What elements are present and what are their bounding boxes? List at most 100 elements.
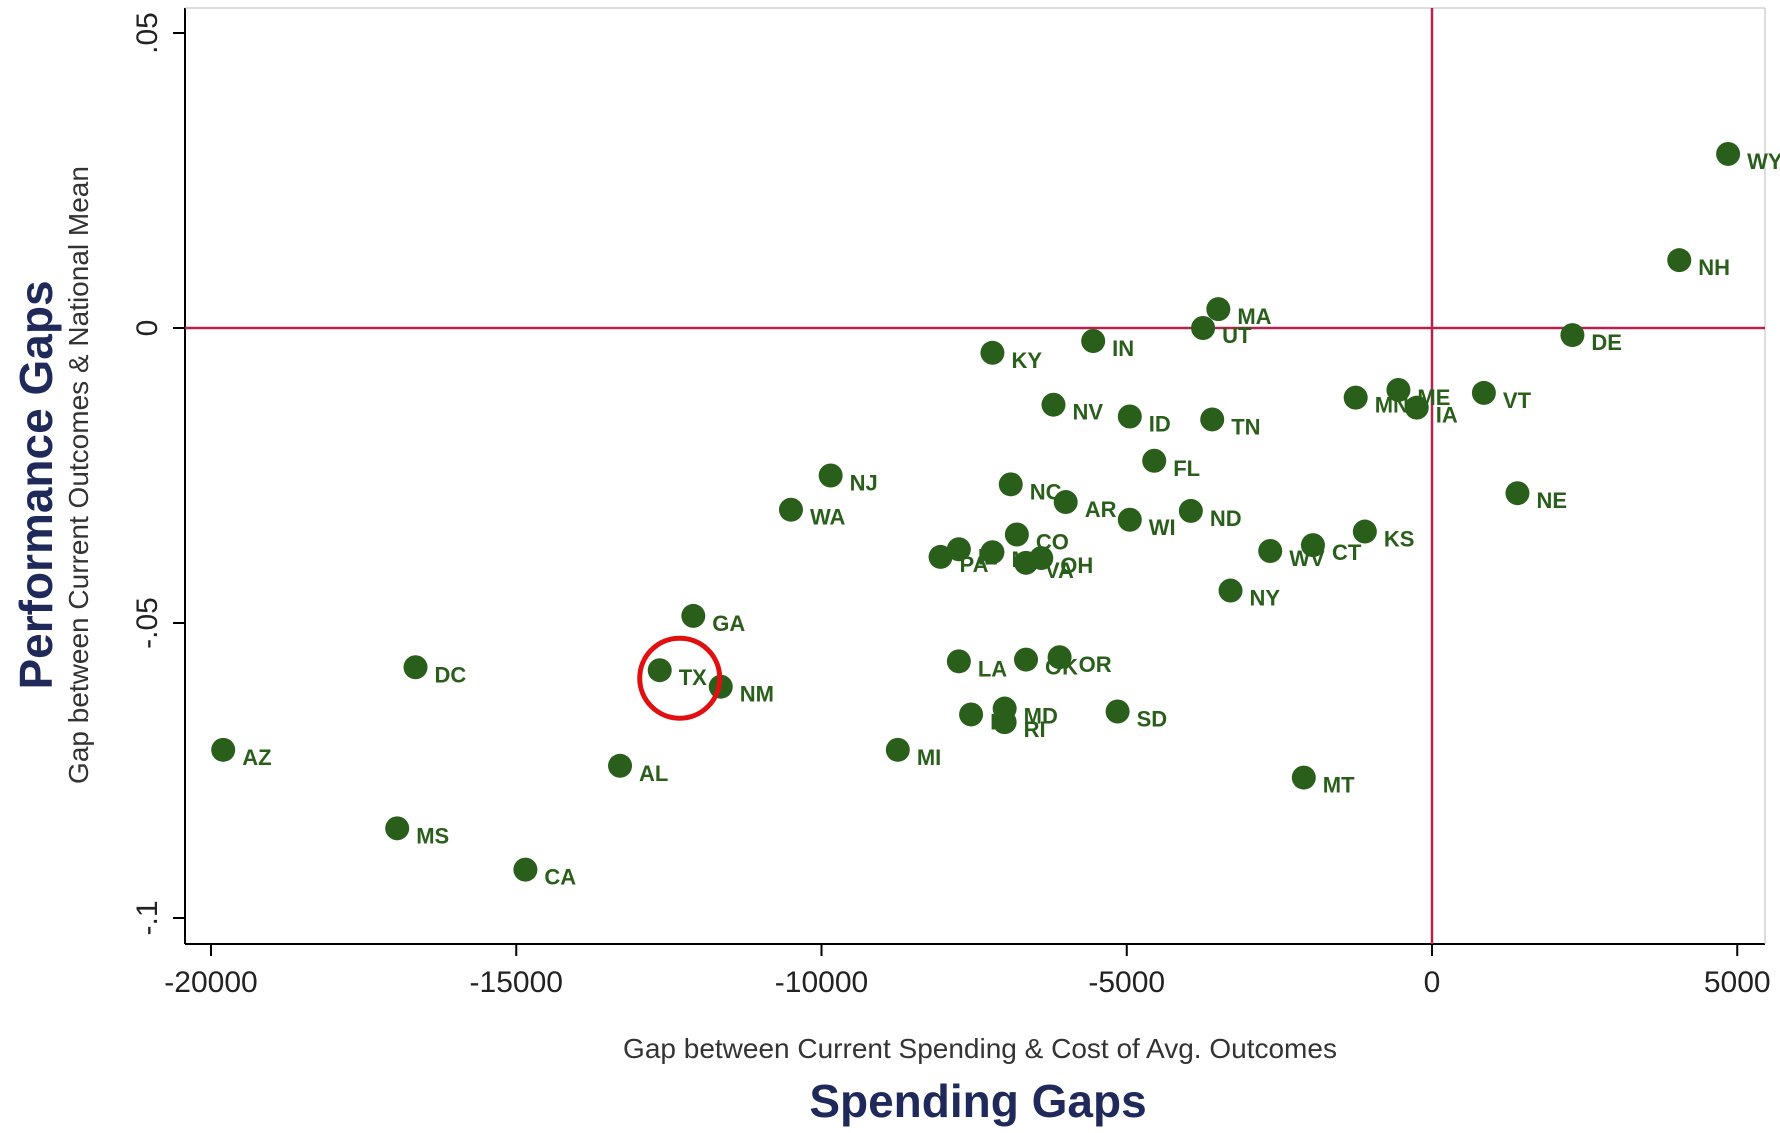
point-label-ny: NY	[1250, 586, 1281, 611]
point-tn	[1200, 407, 1225, 432]
x-tick-label: -15000	[470, 966, 563, 999]
point-ut	[1191, 316, 1216, 340]
performance-gaps-title: Performance Gaps	[10, 280, 62, 689]
point-label-ga: GA	[712, 611, 745, 636]
point-label-ar: AR	[1085, 497, 1117, 522]
x-tick-label: 0	[1424, 966, 1441, 999]
point-label-tn: TN	[1231, 414, 1260, 439]
point-fl	[1142, 448, 1167, 473]
point-label-ri: RI	[1024, 717, 1046, 742]
point-label-wi: WI	[1149, 515, 1176, 540]
point-ca	[513, 857, 538, 882]
point-label-de: DE	[1591, 330, 1622, 355]
reference-lines	[185, 8, 1765, 944]
point-vt	[1471, 380, 1496, 405]
point-co	[1004, 522, 1029, 547]
point-label-il: IL	[978, 544, 998, 569]
point-label-mi: MI	[917, 745, 941, 770]
point-label-ok: OK	[1045, 655, 1078, 680]
y-tick-label: -.1	[131, 900, 164, 935]
point-hi	[959, 702, 984, 727]
point-mi	[885, 737, 910, 762]
x-tick-label: 5000	[1704, 966, 1771, 999]
point-ga	[681, 603, 706, 628]
point-label-wa: WA	[810, 505, 846, 530]
x-axis-label: Gap between Current Spending & Cost of A…	[623, 1033, 1337, 1064]
highlight-layer	[637, 635, 723, 721]
point-ma	[1206, 297, 1231, 322]
point-wy	[1716, 141, 1741, 166]
point-nj	[818, 463, 843, 488]
x-tick-label: -5000	[1088, 966, 1165, 999]
point-label-ut: UT	[1222, 323, 1252, 348]
point-label-nm: NM	[740, 682, 774, 707]
point-ms	[385, 816, 410, 841]
x-tick-label: -10000	[775, 966, 868, 999]
point-al	[608, 753, 633, 778]
point-pa	[928, 544, 953, 569]
point-label-vt: VT	[1503, 388, 1532, 413]
point-nd	[1178, 498, 1203, 523]
point-label-id: ID	[1149, 412, 1171, 437]
point-label-nc: NC	[1030, 479, 1062, 504]
point-id	[1117, 404, 1142, 429]
point-ct	[1300, 533, 1325, 558]
point-label-ks: KS	[1384, 527, 1415, 552]
point-label-wy: WY	[1747, 149, 1780, 174]
spending-gaps-title: Spending Gaps	[809, 1075, 1146, 1127]
point-label-nh: NH	[1698, 255, 1730, 280]
x-tick-label: -20000	[164, 966, 257, 999]
point-label-pa: PA	[960, 552, 989, 577]
point-label-or: OR	[1079, 652, 1112, 677]
point-label-al: AL	[639, 761, 668, 786]
point-ar	[1053, 490, 1078, 515]
point-label-in: IN	[1112, 336, 1134, 361]
y-axis-label: Gap between Current Outcomes & National …	[63, 166, 94, 784]
point-label-hi: HI	[990, 709, 1012, 734]
point-in	[1081, 328, 1106, 353]
point-label-dc: DC	[435, 662, 467, 687]
point-dc	[403, 655, 428, 680]
y-tick-label: .05	[131, 12, 164, 54]
point-label-ms: MS	[416, 823, 449, 848]
point-label-sd: SD	[1137, 707, 1168, 732]
point-label-ky: KY	[1011, 348, 1042, 373]
point-label-fl: FL	[1173, 456, 1200, 481]
point-label-nd: ND	[1210, 506, 1242, 531]
y-axis-ticks: -.1 -.05 0 .05	[131, 12, 185, 936]
point-tx	[647, 658, 672, 683]
point-la	[946, 649, 971, 674]
point-label-mo: MO	[1011, 547, 1046, 572]
point-me	[1386, 377, 1411, 402]
point-label-ca: CA	[544, 865, 576, 890]
point-sd	[1105, 699, 1130, 724]
point-va	[1014, 550, 1039, 575]
point-label-ne: NE	[1536, 488, 1567, 513]
point-label-mn: MN	[1375, 393, 1409, 418]
point-ia	[1404, 395, 1429, 420]
point-label-tx: TX	[679, 665, 707, 690]
point-wa	[778, 497, 803, 522]
point-label-oh: OH	[1060, 553, 1093, 578]
point-ky	[980, 340, 1005, 365]
point-ks	[1352, 519, 1377, 544]
point-ny	[1218, 578, 1243, 603]
y-tick-label: -.05	[131, 597, 164, 649]
plot-frame	[184, 7, 1766, 945]
point-label-wv: WV	[1289, 546, 1325, 571]
point-label-nj: NJ	[850, 471, 878, 496]
point-il	[946, 537, 971, 562]
point-wi	[1117, 507, 1142, 532]
point-label-la: LA	[978, 656, 1007, 681]
point-wv	[1258, 539, 1283, 564]
point-de	[1560, 323, 1585, 348]
point-ne	[1505, 481, 1530, 506]
point-nv	[1041, 392, 1066, 417]
highlight-circle	[637, 635, 723, 721]
point-label-ma: MA	[1237, 304, 1271, 329]
point-label-az: AZ	[242, 745, 271, 770]
point-ok	[1014, 647, 1039, 672]
point-az	[211, 737, 236, 762]
